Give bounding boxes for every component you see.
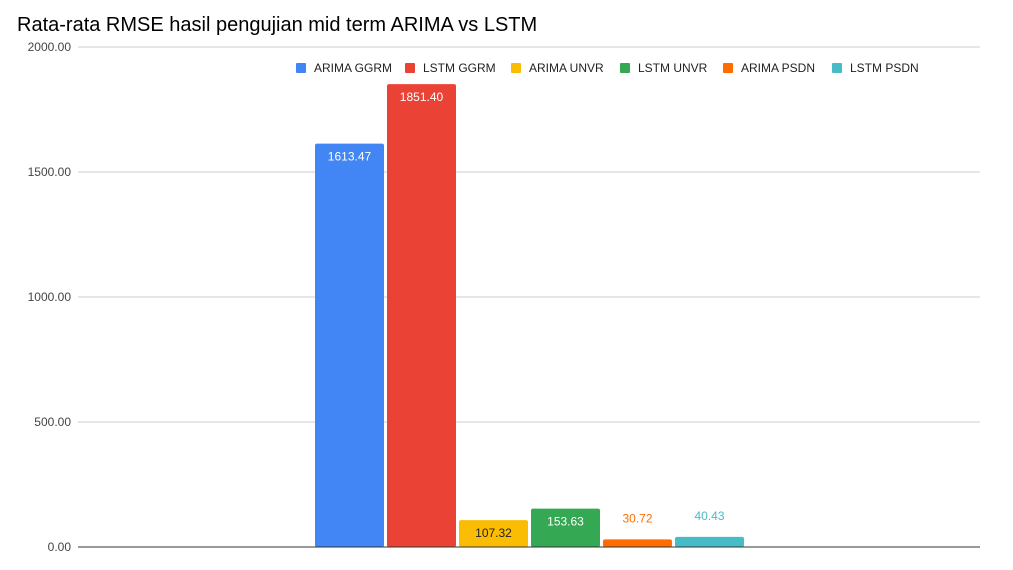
data-label: 153.63 bbox=[547, 515, 584, 529]
data-label: 30.72 bbox=[622, 511, 652, 525]
bar-arima-psdn bbox=[603, 539, 672, 547]
data-label: 1851.40 bbox=[400, 90, 444, 104]
legend-label: ARIMA GGRM bbox=[314, 61, 393, 75]
legend-label: ARIMA UNVR bbox=[529, 61, 604, 75]
legend-swatch bbox=[723, 63, 733, 73]
bar-lstm-ggrm bbox=[387, 84, 456, 548]
data-label: 1613.47 bbox=[328, 150, 372, 164]
y-tick-label: 1500.00 bbox=[28, 165, 72, 179]
legend-item: ARIMA PSDN bbox=[723, 61, 815, 75]
y-tick-label: 0.00 bbox=[48, 540, 72, 554]
bar-lstm-unvr bbox=[531, 508, 600, 547]
data-label: 40.43 bbox=[694, 509, 724, 523]
legend-item: ARIMA GGRM bbox=[296, 61, 392, 75]
y-tick-label: 500.00 bbox=[34, 415, 71, 429]
legend-item: LSTM PSDN bbox=[832, 61, 919, 75]
bar-lstm-psdn bbox=[675, 536, 744, 547]
gridlines bbox=[78, 46, 980, 423]
chart-title: Rata-rata RMSE hasil pengujian mid term … bbox=[17, 14, 538, 36]
legend: ARIMA GGRM LSTM GGRM ARIMA UNVR LSTM UNVR AR… bbox=[0, 61, 1013, 77]
y-tick-label: 2000.00 bbox=[28, 40, 72, 54]
data-label: 107.32 bbox=[475, 526, 512, 540]
legend-swatch bbox=[405, 63, 415, 73]
legend-item: LSTM GGRM bbox=[405, 61, 496, 75]
y-tick-label: 1000.00 bbox=[28, 290, 72, 304]
legend-label: ARIMA PSDN bbox=[741, 61, 816, 75]
legend-item: ARIMA UNVR bbox=[511, 61, 604, 75]
legend-swatch bbox=[511, 63, 521, 73]
bar-arima-ggrm bbox=[315, 143, 384, 547]
legend-label: LSTM UNVR bbox=[638, 61, 708, 75]
legend-label: LSTM PSDN bbox=[850, 61, 919, 75]
bar-arima-unvr bbox=[459, 520, 528, 547]
bars bbox=[315, 84, 744, 548]
legend-swatch bbox=[620, 63, 630, 73]
legend-swatch bbox=[296, 63, 306, 73]
data-labels: 1613.47 1851.40 107.32 153.63 30.72 40.43 bbox=[328, 90, 725, 540]
y-axis-tick-labels: 0.00 500.00 1000.00 1500.00 2000.00 bbox=[28, 40, 72, 554]
legend-label: LSTM GGRM bbox=[423, 61, 496, 75]
legend-swatch bbox=[832, 63, 842, 73]
legend-item: LSTM UNVR bbox=[620, 61, 707, 75]
